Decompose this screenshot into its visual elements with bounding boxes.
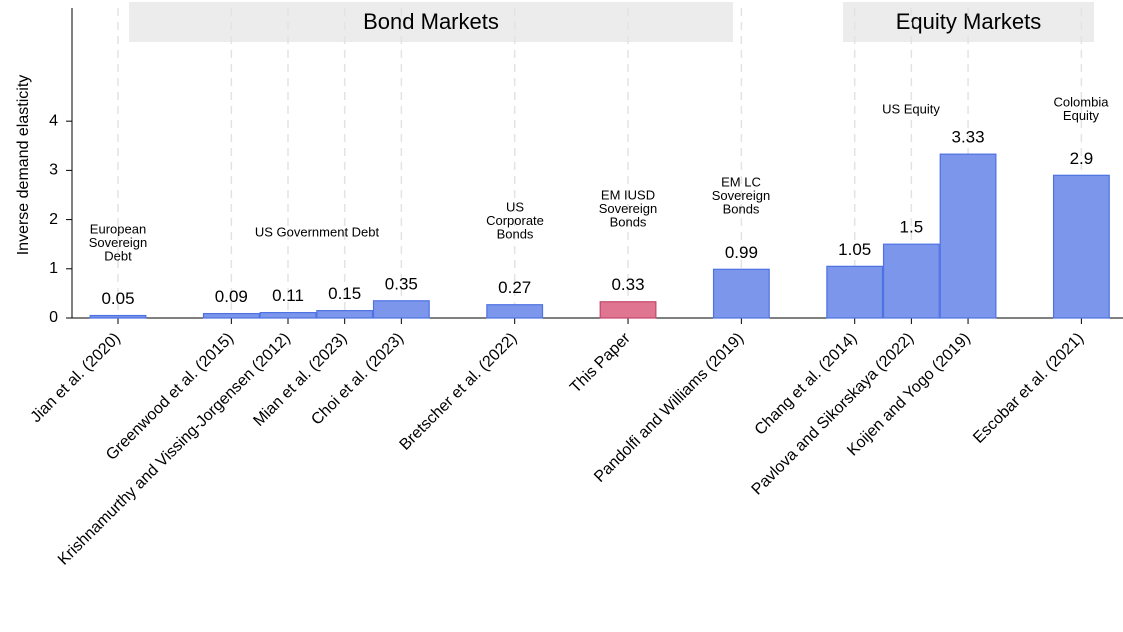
- value-label: 0.33: [611, 275, 644, 294]
- y-tick-label: 1: [49, 260, 58, 277]
- bar: [202, 312, 260, 319]
- y-tick-label: 0: [49, 309, 58, 326]
- group-label: Bond Markets: [363, 9, 499, 34]
- bar: [939, 153, 997, 319]
- bar: [712, 268, 770, 319]
- y-axis-label: Inverse demand elasticity: [15, 75, 32, 256]
- value-label: 0.05: [101, 289, 134, 308]
- annotation: Debt: [104, 248, 132, 263]
- annotation: Sovereign: [89, 235, 148, 250]
- y-tick-label: 4: [49, 112, 58, 129]
- value-label: 0.27: [498, 278, 531, 297]
- bar: [259, 311, 317, 319]
- x-tick-label: This Paper: [567, 329, 634, 396]
- value-label: 0.09: [215, 287, 248, 306]
- bar: [882, 243, 940, 319]
- annotation: US: [506, 199, 524, 214]
- bar: [89, 314, 147, 319]
- bar: [372, 300, 430, 319]
- value-label: 0.11: [272, 286, 304, 305]
- value-label: 0.15: [328, 284, 361, 303]
- bar: [826, 265, 884, 319]
- annotation: Bonds: [610, 214, 647, 229]
- annotation: Equity: [1063, 108, 1100, 123]
- value-label: 0.99: [725, 243, 758, 262]
- x-tick-label: Escobar et al. (2021): [970, 330, 1087, 447]
- annotation: Corporate: [486, 213, 544, 228]
- bar: [1052, 174, 1110, 319]
- annotation: Sovereign: [712, 188, 771, 203]
- bar: [486, 304, 544, 319]
- bar: [316, 310, 374, 319]
- y-tick-label: 3: [49, 162, 58, 179]
- annotation: US Equity: [882, 101, 940, 116]
- x-tick-label: Chang et al. (2014): [752, 330, 861, 439]
- annotation: US Government Debt: [255, 224, 380, 239]
- bar: [599, 301, 657, 319]
- annotation: European: [90, 221, 146, 236]
- x-tick-label: Jian et al. (2020): [28, 330, 124, 426]
- value-label: 2.9: [1070, 149, 1094, 168]
- annotation: EM IUSD: [601, 187, 655, 202]
- value-label: 1.05: [838, 240, 871, 259]
- value-label: 1.5: [900, 218, 924, 237]
- value-label: 3.33: [952, 128, 985, 147]
- annotation: Bonds: [723, 201, 760, 216]
- group-band: [129, 2, 733, 42]
- x-tick-label: Bretscher et al. (2022): [397, 330, 521, 454]
- annotation: Bonds: [497, 226, 534, 241]
- y-tick-label: 2: [49, 211, 58, 228]
- annotation: Colombia: [1054, 94, 1110, 109]
- annotation: EM LC: [721, 174, 761, 189]
- annotation: Sovereign: [599, 201, 658, 216]
- value-label: 0.35: [385, 274, 418, 293]
